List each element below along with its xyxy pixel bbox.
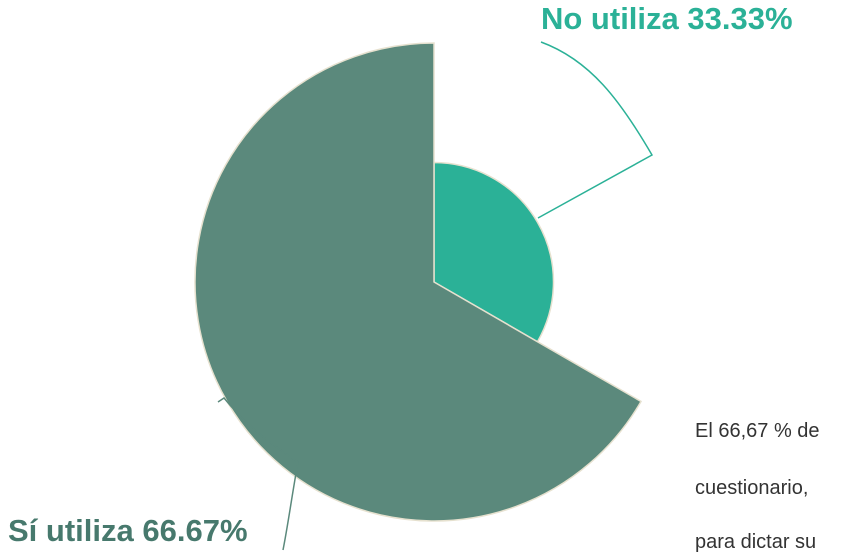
slice-label-name: Sí utiliza: [8, 513, 135, 548]
slice-label-value: 66.67%: [142, 513, 247, 548]
paragraph-line: para dictar su: [695, 531, 816, 553]
slice-label: Sí utiliza 66.67%: [8, 513, 248, 548]
slice-label-name: No utiliza: [541, 1, 680, 36]
slice-label-value: 33.33%: [687, 1, 792, 36]
paragraph-line: cuestionario,: [695, 477, 808, 499]
paragraph-line: El 66,67 % de: [695, 420, 820, 442]
leader-line: [217, 396, 299, 551]
slice-label: No utiliza 33.33%: [541, 1, 793, 36]
leader-line: [537, 41, 654, 219]
pie-slice: [194, 42, 643, 522]
pie-slice: [433, 161, 555, 343]
